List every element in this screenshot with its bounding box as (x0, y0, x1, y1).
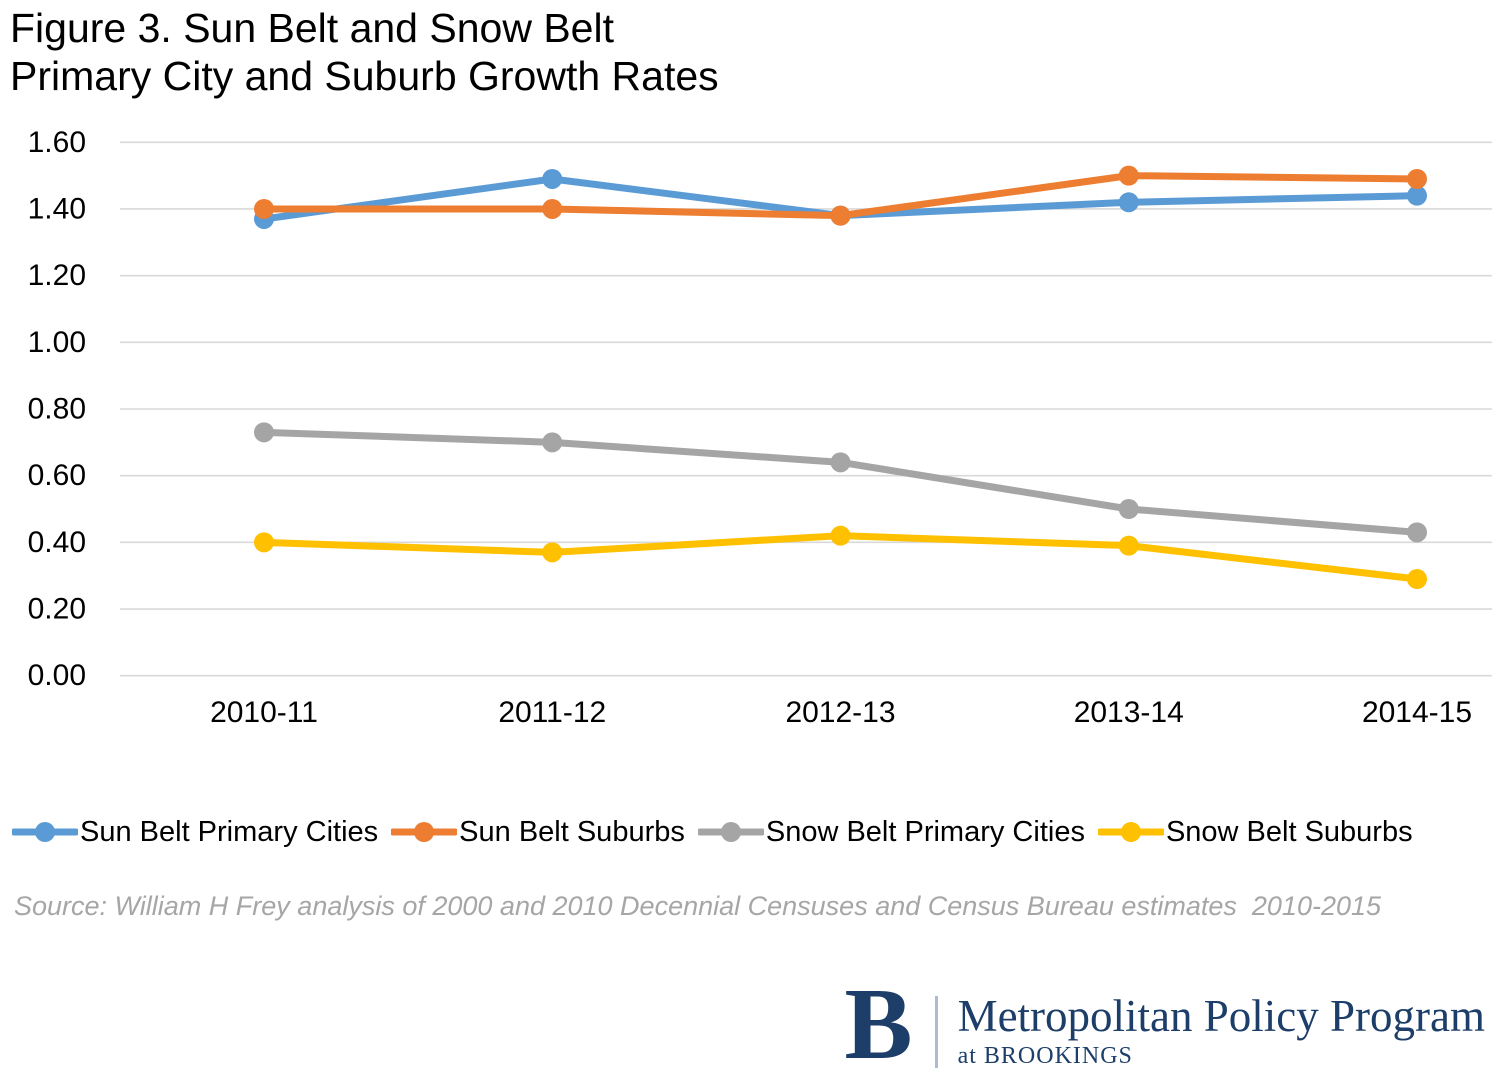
y-axis-tick-label: 0.00 (28, 659, 86, 692)
data-point-snow-belt-suburbs (830, 525, 851, 546)
data-point-sun-belt-suburbs (830, 205, 851, 226)
legend-item-label: Snow Belt Primary Cities (765, 815, 1085, 848)
source-note: Source: William H Frey analysis of 2000 … (14, 891, 1382, 921)
figure-title: Figure 3. Sun Belt and Snow Belt Primary… (10, 4, 719, 101)
legend-item: Sun Belt Suburbs (391, 816, 685, 849)
data-point-snow-belt-suburbs (542, 542, 563, 563)
y-axis-tick-label: 0.20 (28, 593, 86, 626)
data-point-sun-belt-suburbs (542, 198, 563, 219)
legend-marker-icon (697, 822, 764, 842)
data-point-sun-belt-primary-cities (1118, 192, 1139, 213)
data-point-sun-belt-primary-cities (542, 168, 563, 189)
data-point-snow-belt-suburbs (254, 532, 274, 553)
legend-marker-icon (12, 822, 78, 842)
legend-marker-icon (391, 822, 458, 842)
data-point-sun-belt-suburbs (1118, 165, 1139, 186)
data-point-snow-belt-suburbs (1407, 569, 1427, 590)
x-axis-category-label: 2013-14 (1074, 696, 1184, 729)
y-axis-tick-label: 1.20 (28, 259, 86, 292)
data-point-sun-belt-suburbs (1407, 168, 1427, 189)
x-axis-category-label: 2011-12 (498, 696, 606, 729)
legend-item: Snow Belt Primary Cities (697, 815, 1085, 849)
x-axis-category-label: 2012-13 (785, 696, 895, 729)
x-axis-category-label: 2014-15 (1362, 696, 1472, 729)
logo-program-name: Metropolitan Policy Program (957, 991, 1485, 1042)
y-axis-tick-label: 1.40 (28, 192, 86, 225)
logo-subtitle: at BROOKINGS (957, 1043, 1133, 1070)
figure-title-line1: Figure 3. Sun Belt and Snow Belt (10, 5, 614, 51)
y-axis-tick-label: 0.60 (28, 459, 86, 492)
series-line-snow-belt-primary-cities (260, 428, 1421, 536)
data-point-snow-belt-primary-cities (830, 452, 851, 473)
y-axis-tick-label: 1.00 (28, 326, 86, 359)
logo-divider (934, 995, 938, 1068)
legend-item: Sun Belt Primary Cities (12, 816, 378, 849)
legend-item: Snow Belt Suburbs (1097, 815, 1413, 849)
y-axis-tick-label: 1.60 (28, 126, 86, 159)
data-point-snow-belt-primary-cities (1118, 499, 1139, 520)
growth-rate-line-chart: 0.00 0.20 0.40 0.60 0.80 1.00 1.20 1.40 1.60 2010… (28, 126, 1492, 729)
data-point-sun-belt-primary-cities (1407, 185, 1427, 206)
figure-title-line2: Primary City and Suburb Growth Rates (10, 53, 719, 100)
y-axis-tick-label: 0.40 (28, 526, 86, 559)
data-point-snow-belt-primary-cities (542, 432, 563, 453)
data-point-snow-belt-primary-cities (1407, 522, 1427, 543)
y-axis-tick-label: 0.80 (28, 393, 86, 426)
data-point-snow-belt-suburbs (1118, 535, 1139, 556)
data-point-snow-belt-primary-cities (254, 422, 274, 443)
legend-item-label: Sun Belt Suburbs (459, 815, 685, 848)
brookings-logo: B Metropolitan Policy Program at BROOKIN… (844, 968, 1485, 1081)
chart-legend: Sun Belt Primary Cities Sun Belt Suburbs S… (12, 808, 1492, 856)
brookings-monogram-icon: B (844, 968, 913, 1081)
legend-item-label: Snow Belt Suburbs (1165, 815, 1413, 848)
data-point-sun-belt-suburbs (254, 198, 274, 219)
legend-item-label: Sun Belt Primary Cities (80, 815, 379, 848)
legend-marker-icon (1097, 822, 1164, 842)
x-axis-category-label: 2010-11 (210, 696, 318, 729)
logo-text: Metropolitan Policy Program at BROOKINGS (957, 991, 1485, 1070)
